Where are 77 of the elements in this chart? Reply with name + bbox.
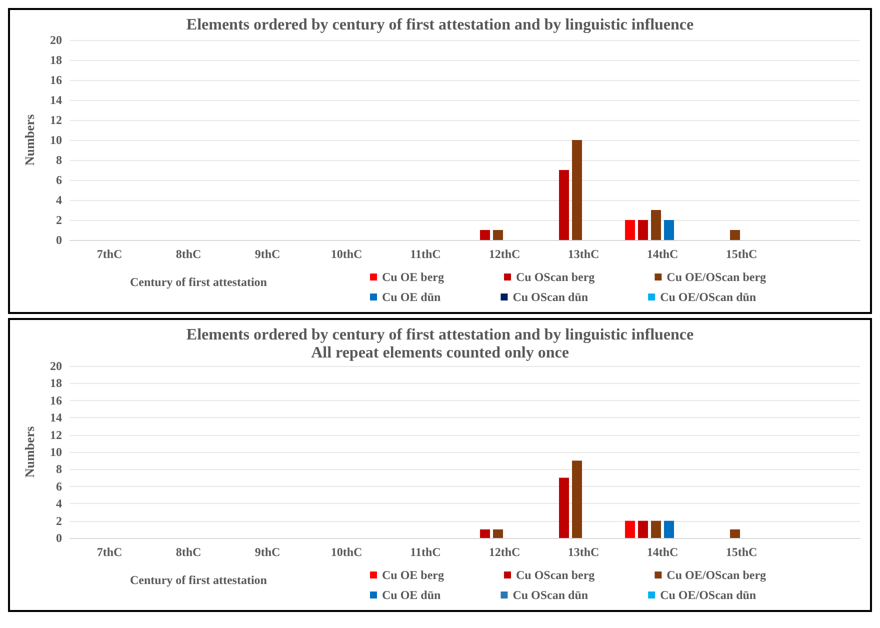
bar [480, 529, 490, 538]
y-tick-label: 0 [56, 531, 62, 545]
y-tick-label: 16 [50, 73, 62, 87]
x-axis-title: Century of first attestation [130, 275, 268, 289]
y-tick-label: 10 [50, 133, 62, 147]
bar [559, 170, 569, 240]
x-tick-label: 9thC [254, 545, 280, 559]
x-tick-label: 9thC [254, 247, 280, 261]
bar [664, 220, 674, 240]
bar [493, 529, 503, 538]
y-tick-label: 12 [50, 113, 62, 127]
bar [572, 460, 582, 538]
legend-label: Cu OScan dūn [512, 588, 588, 602]
x-tick-label: 12thC [488, 545, 520, 559]
y-tick-label: 20 [50, 33, 62, 47]
legend-label: Cu OScan dūn [512, 290, 588, 304]
y-tick-label: 6 [56, 479, 62, 494]
bar [625, 520, 635, 538]
x-tick-label: 10thC [330, 247, 362, 261]
y-tick-label: 18 [50, 53, 62, 67]
x-tick-label: 15thC [726, 247, 758, 261]
legend-label: Cu OE berg [382, 270, 444, 284]
legend-label: Cu OE berg [382, 568, 444, 582]
x-tick-label: 11thC [410, 247, 441, 261]
y-tick-label: 10 [50, 445, 62, 459]
legend-label: Cu OE dūn [382, 588, 442, 602]
x-tick-label: 15thC [726, 545, 758, 559]
bar [638, 520, 648, 538]
y-tick-label: 18 [50, 376, 62, 390]
bar [730, 230, 740, 240]
y-axis-title: Numbers [22, 114, 37, 166]
x-tick-label: 11thC [410, 545, 441, 559]
y-tick-label: 20 [50, 359, 62, 373]
bar [651, 520, 661, 538]
x-tick-label: 14thC [646, 545, 678, 559]
bar [625, 220, 635, 240]
x-tick-label: 7thC [96, 545, 122, 559]
y-tick-label: 16 [50, 393, 62, 408]
y-tick-label: 2 [56, 514, 62, 528]
chart-title: Elements ordered by century of first attestation and by linguistic influence [186, 16, 694, 34]
y-axis-title: Numbers [22, 426, 37, 478]
bar [651, 210, 661, 240]
y-tick-label: 12 [50, 428, 62, 442]
chart-title: Elements ordered by century of first attestation and by linguistic influence [186, 326, 694, 344]
x-tick-label: 7thC [96, 247, 122, 261]
bar [664, 520, 674, 538]
y-tick-label: 14 [50, 93, 62, 107]
y-tick-label: 6 [56, 173, 62, 187]
y-tick-label: 4 [56, 496, 62, 511]
bar [480, 230, 490, 240]
y-tick-label: 0 [56, 233, 62, 247]
x-tick-label: 13thC [568, 545, 600, 559]
x-tick-label: 13thC [568, 247, 600, 261]
legend-label: Cu OE/OScan berg [666, 568, 766, 582]
bar [572, 140, 582, 240]
y-tick-label: 8 [56, 462, 62, 476]
y-tick-label: 14 [50, 410, 62, 425]
x-tick-label: 10thC [330, 545, 362, 559]
y-tick-label: 2 [56, 213, 62, 227]
legend-label: Cu OE dūn [382, 290, 442, 304]
legend-label: Cu OScan berg [516, 270, 595, 284]
legend-label: Cu OE/OScan dūn [660, 290, 756, 304]
bar [559, 478, 569, 538]
y-tick-label: 4 [56, 193, 62, 207]
chart-subtitle: All repeat elements counted only once [311, 344, 569, 362]
legend-label: Cu OE/OScan dūn [660, 588, 756, 602]
legend-label: Cu OScan berg [516, 568, 595, 582]
bar [730, 529, 740, 538]
y-tick-label: 8 [56, 153, 62, 167]
bar [638, 220, 648, 240]
x-tick-label: 12thC [488, 247, 520, 261]
x-tick-label: 8thC [176, 545, 202, 559]
x-tick-label: 8thC [176, 247, 202, 261]
legend-label: Cu OE/OScan berg [666, 270, 766, 284]
x-tick-label: 14thC [646, 247, 678, 261]
x-axis-title: Century of first attestation [130, 573, 268, 587]
bar [493, 230, 503, 240]
